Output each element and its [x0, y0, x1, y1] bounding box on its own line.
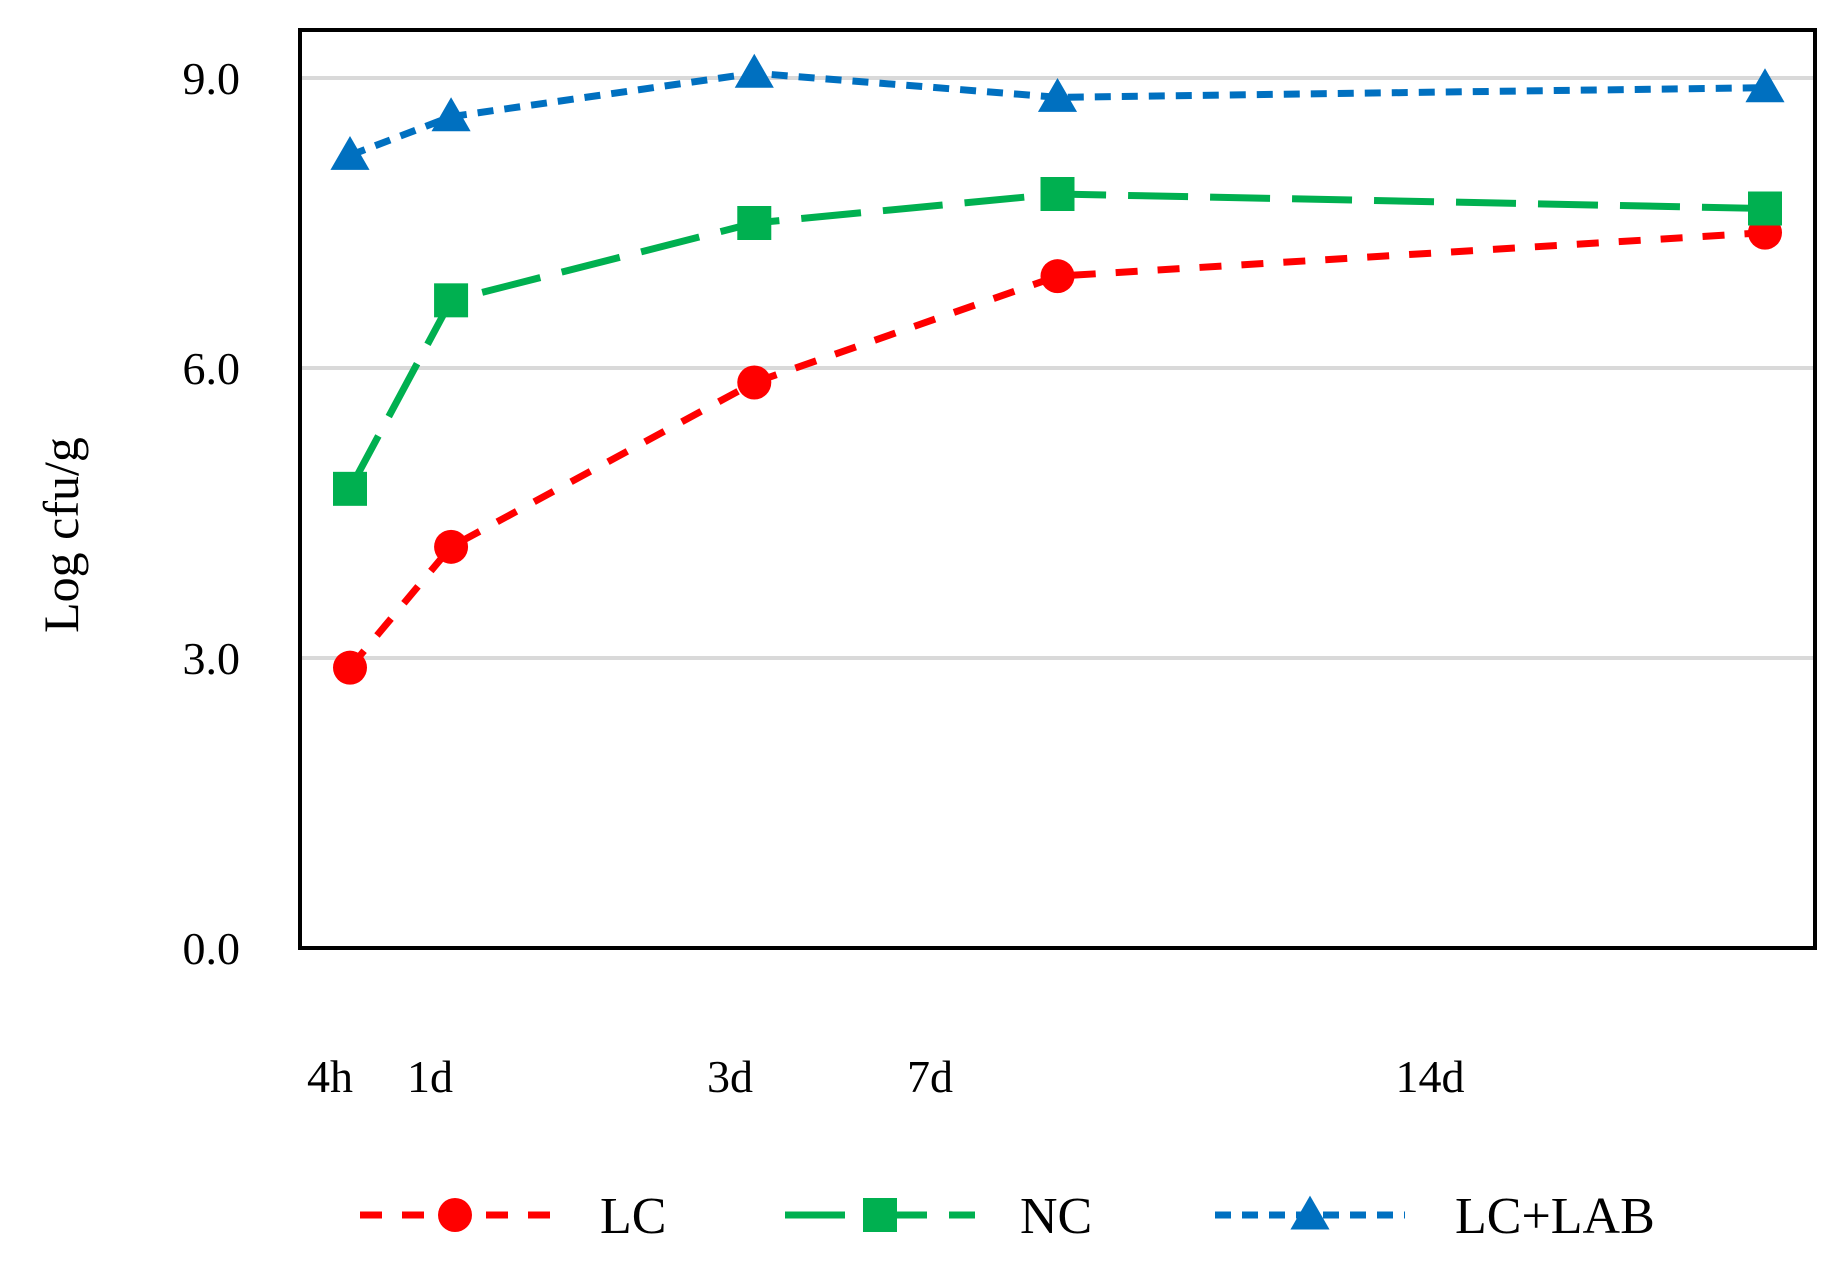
data-point — [1040, 259, 1075, 294]
data-point — [1748, 191, 1782, 226]
data-point — [333, 471, 367, 506]
legend-item-lc: LC — [360, 1188, 666, 1245]
x-tick-label: 3d — [707, 1051, 753, 1102]
data-point — [330, 135, 370, 170]
legend-label: LC+LAB — [1455, 1188, 1655, 1245]
y-tick-labels: 0.0 3.0 6.0 9.0 — [183, 53, 241, 974]
series-nc — [333, 177, 1782, 506]
legend-item-nc: NC — [785, 1188, 1092, 1245]
series-line — [347, 229, 1766, 670]
data-point — [734, 53, 774, 88]
x-tick-labels: 4h 1d 3d 7d 14d — [307, 1051, 1465, 1102]
data-point — [737, 206, 772, 240]
data-point — [431, 97, 471, 132]
legend-label: LC — [600, 1188, 666, 1245]
legend: LC NC LC+LAB — [360, 1188, 1655, 1245]
y-tick-label: 6.0 — [183, 343, 241, 394]
plot-area-border — [298, 28, 1817, 950]
legend-swatch-marker — [438, 1198, 472, 1232]
y-tick-label: 0.0 — [183, 923, 241, 974]
x-tick-label: 4h — [307, 1051, 353, 1102]
x-tick-label: 1d — [407, 1051, 453, 1102]
data-point — [333, 650, 367, 685]
legend-label: NC — [1020, 1188, 1092, 1245]
x-tick-label: 14d — [1396, 1051, 1465, 1102]
legend-swatch-marker — [1290, 1195, 1330, 1230]
data-point — [1040, 177, 1075, 211]
data-point — [1745, 68, 1785, 103]
data-point — [1037, 77, 1078, 112]
data-point — [737, 365, 772, 400]
x-tick-label: 7d — [907, 1051, 953, 1102]
legend-swatch-marker — [863, 1198, 897, 1232]
series-lc-lab — [330, 53, 1785, 170]
y-axis-title: Log cfu/g — [33, 437, 89, 633]
data-point — [434, 529, 469, 564]
y-tick-label: 3.0 — [183, 633, 241, 684]
data-point — [434, 283, 469, 318]
y-tick-label: 9.0 — [183, 53, 241, 104]
series-layer — [330, 53, 1785, 685]
legend-item-lc-lab: LC+LAB — [1215, 1188, 1655, 1245]
